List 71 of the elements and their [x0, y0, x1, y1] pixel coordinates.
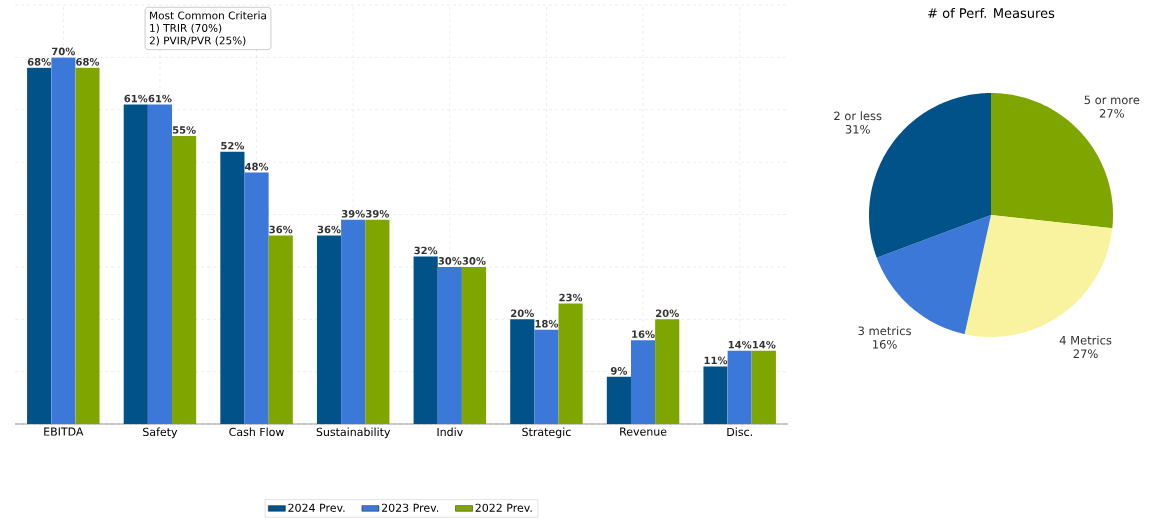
bar [413, 256, 438, 424]
bar [220, 151, 245, 424]
data-label: 31% [845, 125, 870, 134]
bar [558, 303, 583, 424]
data-label: 52% [221, 141, 245, 150]
data-label: 36% [317, 225, 341, 234]
data-label: 61% [124, 94, 148, 103]
data-label: 68% [76, 58, 100, 66]
bar [341, 219, 366, 424]
legend-label: 2022 Prev. [475, 503, 532, 512]
bar [268, 235, 293, 424]
data-label: 11% [704, 356, 728, 365]
data-label: 20% [511, 309, 534, 318]
bar [534, 329, 559, 424]
legend-label: 2024 Prev. [288, 503, 345, 512]
data-label: 16% [873, 339, 897, 349]
data-label: 27% [1073, 349, 1098, 359]
data-label: 23% [559, 293, 583, 302]
data-label: 39% [341, 209, 365, 218]
data-label: 55% [172, 126, 196, 134]
data-label: 20% [656, 309, 679, 318]
bar [172, 135, 197, 424]
bar [510, 319, 535, 424]
annotation: Most Common Criteria [150, 11, 266, 20]
bar [147, 104, 173, 424]
bar [727, 350, 752, 424]
x-tick-label: Disc. [727, 427, 752, 437]
x-tick-label: Revenue [620, 427, 667, 436]
x-tick-label: Safety [143, 427, 178, 439]
bar [316, 235, 342, 424]
chart-title: # of Perf. Measures [928, 7, 1055, 19]
data-label: 48% [245, 162, 269, 171]
bar [75, 67, 100, 424]
annotation: 2) PVIR/PVR (25%) [149, 36, 246, 46]
bar [606, 376, 631, 424]
bar [27, 67, 52, 424]
data-label: 30% [438, 257, 462, 265]
legend-label: 2023 Prev. [381, 503, 439, 512]
bar [244, 172, 269, 424]
bar [123, 104, 148, 424]
bar [461, 266, 487, 424]
data-label: 9% [610, 367, 628, 375]
data-label: 39% [366, 209, 390, 218]
data-label: 70% [52, 47, 75, 56]
bar [751, 350, 776, 424]
bar [437, 266, 462, 424]
data-label: 30% [462, 257, 486, 265]
data-label: 16% [632, 330, 655, 338]
bar [365, 219, 390, 424]
data-label: 61% [148, 94, 172, 103]
slice-label: 5 or more [1084, 95, 1140, 105]
data-label: 27% [1099, 109, 1124, 118]
x-tick-label: Indiv [437, 427, 463, 437]
data-label: 32% [414, 246, 438, 255]
bar [655, 319, 680, 424]
data-label: 14% [753, 340, 776, 349]
data-label: 68% [27, 58, 51, 66]
bar [51, 57, 76, 424]
data-label: 36% [269, 225, 293, 234]
data-label: 14% [728, 340, 752, 349]
x-tick-label: Strategic [522, 427, 571, 439]
data-label: 18% [535, 319, 559, 328]
bar [630, 340, 656, 424]
slice-label: 3 metrics [858, 326, 911, 336]
x-tick-label: Sustainability [316, 427, 391, 439]
annotation: 1) TRIR (70%) [150, 23, 222, 34]
slice-label: 4 Metrics [1059, 335, 1112, 345]
x-tick-label: EBITDA [44, 427, 84, 436]
x-tick-label: Cash Flow [229, 427, 284, 437]
slice-label: 2 or less [834, 111, 882, 121]
bar [703, 366, 728, 424]
